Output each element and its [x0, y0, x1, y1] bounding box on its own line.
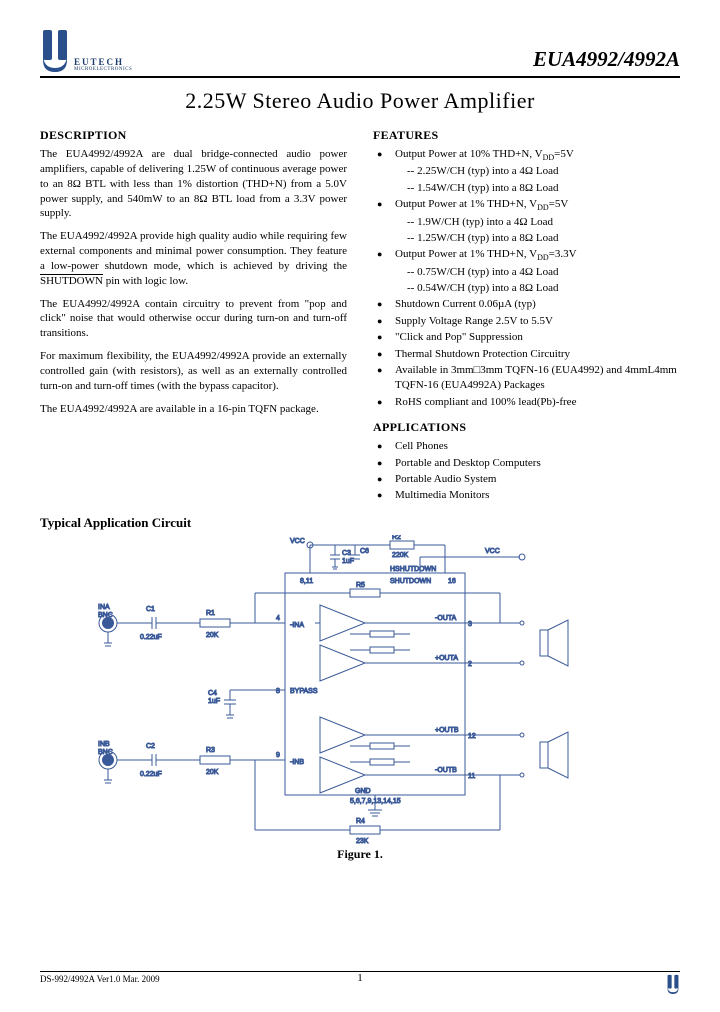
- application-item: Portable and Desktop Computers: [373, 456, 680, 471]
- feature-item: Available in 3mm□3mm TQFN-16 (EUA4992) a…: [373, 363, 680, 394]
- svg-text:220K: 220K: [392, 552, 409, 559]
- description-heading: DESCRIPTION: [40, 128, 347, 143]
- feature-subitem: -- 1.25W/CH (typ) into a 8Ω Load: [373, 231, 680, 246]
- feature-item: Shutdown Current 0.06µA (typ): [373, 297, 680, 312]
- svg-text:VCC: VCC: [290, 538, 305, 545]
- svg-text:5,6,7,9,13,14,15: 5,6,7,9,13,14,15: [350, 798, 401, 805]
- feature-item: RoHS compliant and 100% lead(Pb)-free: [373, 395, 680, 410]
- description-p4: For maximum flexibility, the EUA4992/499…: [40, 349, 347, 394]
- company-name: EUTECH: [74, 58, 132, 67]
- feature-subitem: -- 1.54W/CH (typ) into a 8Ω Load: [373, 181, 680, 196]
- application-item: Multimedia Monitors: [373, 488, 680, 503]
- feature-item: Output Power at 10% THD+N, VDD=5V: [373, 147, 680, 163]
- svg-text:VCC: VCC: [485, 548, 500, 555]
- company-subtitle: MICROELECTRONICS: [74, 67, 132, 72]
- footer: DS-992/4992A Ver1.0 Mar. 2009 1: [40, 971, 680, 994]
- svg-text:0.22uF: 0.22uF: [140, 634, 162, 641]
- features-heading: FEATURES: [373, 128, 680, 143]
- svg-text:R3: R3: [206, 747, 215, 754]
- feature-item: Supply Voltage Range 2.5V to 5.5V: [373, 314, 680, 329]
- feature-subitem: -- 2.25W/CH (typ) into a 4Ω Load: [373, 164, 680, 179]
- svg-text:SHUTDOWN: SHUTDOWN: [390, 578, 431, 585]
- svg-text:16: 16: [448, 578, 456, 585]
- svg-text:9: 9: [276, 752, 280, 759]
- svg-text:-INA: -INA: [290, 622, 304, 629]
- svg-text:+OUTB: +OUTB: [435, 727, 459, 734]
- header-rule: [40, 76, 680, 78]
- description-p5: The EUA4992/4992A are available in a 16-…: [40, 402, 347, 417]
- description-p3: The EUA4992/4992A contain circuitry to p…: [40, 297, 347, 342]
- svg-text:12: 12: [468, 733, 476, 740]
- feature-subitem: -- 0.75W/CH (typ) into a 4Ω Load: [373, 265, 680, 280]
- svg-text:C2: C2: [146, 743, 155, 750]
- application-item: Cell Phones: [373, 439, 680, 454]
- svg-text:BNC: BNC: [98, 612, 113, 619]
- svg-text:BNC: BNC: [98, 749, 113, 756]
- svg-text:-OUTB: -OUTB: [435, 767, 457, 774]
- svg-text:-OUTA: -OUTA: [435, 615, 457, 622]
- svg-text:2: 2: [468, 661, 472, 668]
- header: EUTECH MICROELECTRONICS EUA4992/4992A: [40, 28, 680, 72]
- svg-text:R5: R5: [356, 582, 365, 589]
- shutdown-pin-label: SHUTDOWN: [40, 275, 103, 287]
- figure-label: Figure 1.: [40, 847, 680, 862]
- description-p2b: pin with logic low.: [103, 275, 188, 287]
- svg-text:20K: 20K: [206, 769, 219, 776]
- page-number: 1: [357, 972, 363, 984]
- circuit-heading: Typical Application Circuit: [40, 515, 680, 531]
- circuit-svg: VCC 8,11 VCC R2 220K SHUTDOWN HSHUTDOWN …: [90, 535, 630, 845]
- application-item: Portable Audio System: [373, 472, 680, 487]
- svg-text:INB: INB: [98, 741, 110, 748]
- part-number: EUA4992/4992A: [533, 47, 680, 72]
- svg-text:8: 8: [276, 688, 280, 695]
- feature-item: Output Power at 1% THD+N, VDD=3.3V: [373, 247, 680, 263]
- svg-text:R2: R2: [392, 535, 401, 541]
- content-columns: DESCRIPTION The EUA4992/4992A are dual b…: [40, 128, 680, 505]
- svg-text:+OUTA: +OUTA: [435, 655, 458, 662]
- applications-heading: APPLICATIONS: [373, 420, 680, 435]
- svg-text:20K: 20K: [206, 632, 219, 639]
- applications-list: Cell Phones Portable and Desktop Computer…: [373, 439, 680, 504]
- svg-text:R4: R4: [356, 818, 365, 825]
- feature-subitem: -- 1.9W/CH (typ) into a 4Ω Load: [373, 215, 680, 230]
- svg-text:INA: INA: [98, 604, 110, 611]
- svg-text:1uF: 1uF: [208, 698, 220, 705]
- svg-text:23K: 23K: [356, 838, 369, 845]
- svg-text:GND: GND: [355, 788, 371, 795]
- svg-text:HSHUTDOWN: HSHUTDOWN: [390, 566, 436, 573]
- svg-text:C6: C6: [360, 548, 369, 555]
- svg-text:R1: R1: [206, 610, 215, 617]
- svg-text:3: 3: [468, 621, 472, 628]
- description-p1: The EUA4992/4992A are dual bridge-connec…: [40, 147, 347, 221]
- feature-item: Output Power at 1% THD+N, VDD=5V: [373, 197, 680, 213]
- feature-item: Thermal Shutdown Protection Circuitry: [373, 347, 680, 362]
- company-text: EUTECH MICROELECTRONICS: [74, 58, 132, 72]
- svg-text:BYPASS: BYPASS: [290, 688, 318, 695]
- svg-text:C4: C4: [208, 690, 217, 697]
- svg-text:C1: C1: [146, 606, 155, 613]
- features-column: FEATURES Output Power at 10% THD+N, VDD=…: [373, 128, 680, 505]
- page-title: 2.25W Stereo Audio Power Amplifier: [40, 88, 680, 114]
- features-list: Output Power at 10% THD+N, VDD=5V-- 2.25…: [373, 147, 680, 410]
- svg-text:-INB: -INB: [290, 759, 304, 766]
- footer-doc-id: DS-992/4992A Ver1.0 Mar. 2009: [40, 974, 160, 984]
- description-p2a: The EUA4992/4992A provide high quality a…: [40, 230, 347, 272]
- svg-text:11: 11: [468, 773, 475, 780]
- circuit-diagram: VCC 8,11 VCC R2 220K SHUTDOWN HSHUTDOWN …: [90, 535, 630, 845]
- svg-text:C3: C3: [342, 550, 351, 557]
- footer-logo-icon: [666, 974, 680, 994]
- description-column: DESCRIPTION The EUA4992/4992A are dual b…: [40, 128, 347, 505]
- eutech-logo-icon: [40, 28, 70, 72]
- feature-subitem: -- 0.54W/CH (typ) into a 8Ω Load: [373, 281, 680, 296]
- svg-text:8,11: 8,11: [300, 578, 313, 585]
- description-p2: The EUA4992/4992A provide high quality a…: [40, 229, 347, 288]
- company-logo-block: EUTECH MICROELECTRONICS: [40, 28, 132, 72]
- feature-item: "Click and Pop" Suppression: [373, 330, 680, 345]
- svg-text:4: 4: [276, 615, 280, 622]
- svg-text:0.22uF: 0.22uF: [140, 771, 162, 778]
